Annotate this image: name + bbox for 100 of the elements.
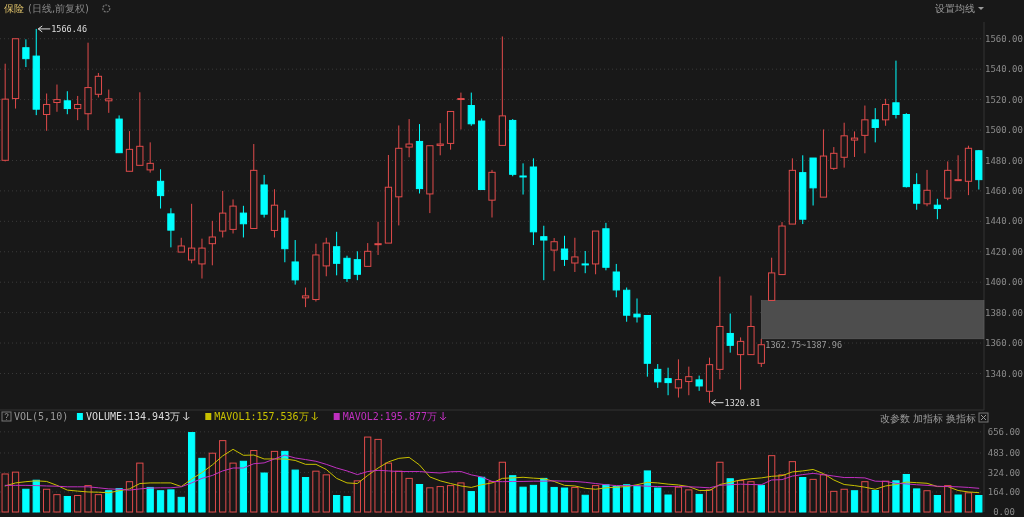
bar	[115, 488, 123, 513]
bar	[892, 480, 900, 513]
bar	[933, 495, 942, 513]
bar	[353, 480, 361, 513]
bar	[871, 489, 879, 513]
bar	[239, 460, 248, 513]
bar	[902, 473, 910, 513]
candlestick	[353, 250, 361, 281]
legend-label: MAVOL2:195.877万	[342, 411, 437, 422]
bar	[788, 461, 796, 513]
candlestick	[322, 237, 330, 277]
candlestick	[436, 122, 444, 156]
bar	[312, 470, 320, 513]
bar	[301, 477, 310, 513]
bar	[674, 486, 683, 513]
candlestick	[125, 130, 134, 172]
bar	[291, 469, 299, 513]
bar	[633, 485, 641, 513]
bar	[840, 488, 848, 513]
y-tick-label: 1440.00	[985, 216, 1023, 227]
bar	[550, 486, 558, 513]
bar	[11, 471, 20, 513]
candlestick	[633, 297, 641, 324]
bar	[591, 485, 600, 513]
y-tick-label: 1540.00	[985, 64, 1023, 75]
bar	[778, 474, 786, 513]
legend-label: VOLUME:134.943万	[85, 411, 181, 422]
line-series	[4, 454, 980, 491]
candlestick	[219, 190, 227, 238]
text: 设置均线	[935, 3, 975, 14]
candlestick	[167, 207, 175, 248]
bar	[364, 436, 372, 513]
bar	[105, 490, 113, 513]
chart-title: 保险	[4, 3, 24, 14]
bar	[819, 474, 828, 513]
candlestick	[22, 38, 30, 68]
candlestick	[850, 130, 859, 158]
candlestick	[923, 169, 931, 207]
bar	[219, 440, 227, 513]
bar	[809, 478, 817, 513]
annotation: 加指标	[913, 413, 943, 424]
chart-title: VOL(5,10)	[14, 411, 69, 422]
candlestick	[726, 313, 734, 354]
candlestick	[291, 239, 299, 286]
bar	[22, 488, 30, 513]
candlestick	[736, 336, 745, 391]
bar	[705, 489, 714, 513]
candlestick	[198, 238, 206, 280]
bar	[74, 495, 82, 513]
bar	[488, 481, 496, 513]
candlestick	[892, 60, 900, 119]
bar	[654, 487, 662, 513]
bar	[571, 486, 579, 513]
candlestick	[571, 237, 579, 273]
bar	[529, 484, 538, 513]
bar	[975, 495, 983, 513]
candlestick	[881, 98, 890, 127]
bar	[747, 481, 755, 513]
candlestick	[136, 91, 144, 166]
candlestick	[840, 122, 848, 169]
candlestick	[757, 338, 765, 368]
bar	[830, 490, 838, 513]
bar	[42, 488, 51, 513]
bar	[167, 489, 175, 513]
candlestick	[53, 84, 61, 113]
bar	[270, 450, 279, 513]
bar	[799, 477, 807, 513]
y-tick-label: 324.00	[987, 467, 1021, 478]
bar	[560, 487, 569, 513]
chart-subtitle: (日线,前复权)	[28, 3, 90, 14]
bar	[177, 496, 185, 513]
bar	[664, 494, 672, 513]
candlestick	[685, 366, 693, 396]
bar	[643, 470, 651, 513]
candlestick	[42, 93, 51, 132]
bar	[685, 489, 693, 513]
bar	[768, 455, 776, 513]
candlestick	[374, 221, 382, 256]
bar	[322, 474, 330, 513]
y-tick-label: 1340.00	[985, 368, 1023, 379]
candlestick	[208, 220, 216, 266]
bar	[446, 485, 455, 513]
bar	[1, 473, 9, 513]
bar	[519, 486, 527, 513]
y-tick-label: 1380.00	[985, 307, 1023, 318]
bar	[281, 450, 289, 513]
bar	[716, 461, 724, 513]
candlestick	[74, 95, 82, 121]
bar	[94, 494, 103, 513]
candlestick	[229, 198, 237, 234]
candlestick	[333, 231, 341, 276]
candlestick	[913, 172, 921, 211]
bar	[736, 480, 745, 513]
bar	[405, 477, 413, 513]
y-tick-label: 0.00	[993, 507, 1015, 517]
bar	[156, 490, 165, 513]
candlestick	[861, 105, 869, 154]
candlestick	[550, 237, 558, 272]
y-tick-label: 656.00	[987, 426, 1021, 437]
candlestick	[105, 89, 113, 114]
